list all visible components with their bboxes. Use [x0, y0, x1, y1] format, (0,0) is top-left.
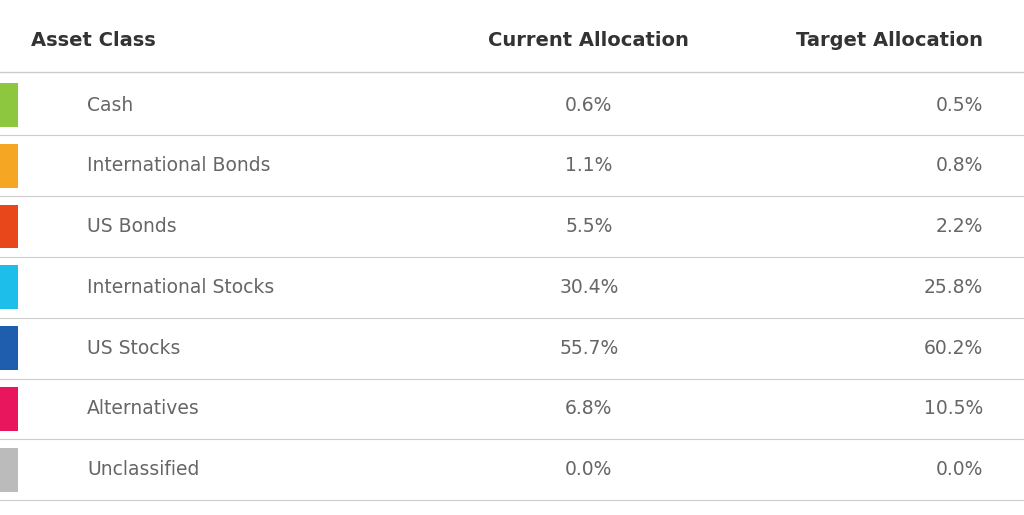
Text: 6.8%: 6.8%: [565, 400, 612, 418]
Bar: [0, 266, 18, 309]
Text: 2.2%: 2.2%: [936, 217, 983, 236]
Text: 55.7%: 55.7%: [559, 339, 618, 357]
Text: 0.6%: 0.6%: [565, 96, 612, 114]
Bar: [0, 327, 18, 370]
Text: 1.1%: 1.1%: [565, 157, 612, 175]
Text: 5.5%: 5.5%: [565, 217, 612, 236]
Text: 10.5%: 10.5%: [924, 400, 983, 418]
Text: 60.2%: 60.2%: [924, 339, 983, 357]
Text: 25.8%: 25.8%: [924, 278, 983, 297]
Text: Target Allocation: Target Allocation: [796, 31, 983, 50]
Text: Asset Class: Asset Class: [31, 31, 156, 50]
Text: 0.5%: 0.5%: [936, 96, 983, 114]
Text: US Stocks: US Stocks: [87, 339, 180, 357]
Text: 30.4%: 30.4%: [559, 278, 618, 297]
Text: Current Allocation: Current Allocation: [488, 31, 689, 50]
Bar: [0, 448, 18, 491]
Text: US Bonds: US Bonds: [87, 217, 177, 236]
Bar: [0, 387, 18, 431]
Text: International Bonds: International Bonds: [87, 157, 270, 175]
Bar: [0, 144, 18, 187]
Bar: [0, 205, 18, 248]
Text: Alternatives: Alternatives: [87, 400, 200, 418]
Text: 0.8%: 0.8%: [936, 157, 983, 175]
Text: 0.0%: 0.0%: [936, 460, 983, 479]
Bar: [0, 83, 18, 127]
Text: Cash: Cash: [87, 96, 133, 114]
Text: International Stocks: International Stocks: [87, 278, 274, 297]
Text: Unclassified: Unclassified: [87, 460, 200, 479]
Text: 0.0%: 0.0%: [565, 460, 612, 479]
